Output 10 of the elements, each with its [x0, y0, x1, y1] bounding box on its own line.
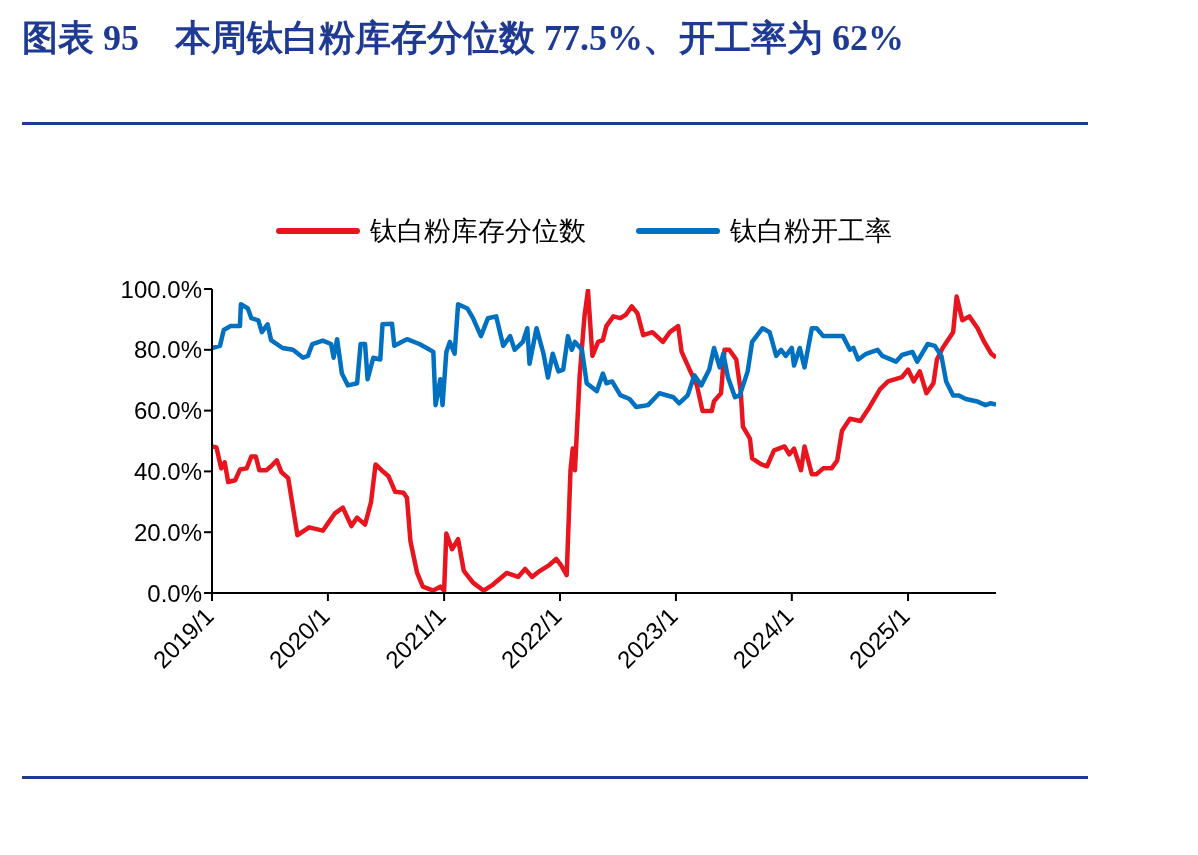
- chart-title: 图表 95 本周钛白粉库存分位数 77.5%、开工率为 62%: [22, 17, 905, 60]
- y-tick-label: 20.0%: [133, 518, 202, 546]
- y-tick-label: 80.0%: [133, 336, 202, 364]
- y-tick-label: 0.0%: [147, 579, 202, 607]
- legend-label: 钛白粉开工率: [730, 215, 892, 248]
- y-tick-label: 60.0%: [133, 397, 202, 425]
- line-series: [212, 301, 996, 410]
- y-tick-label: 100.0%: [120, 275, 202, 303]
- legend-label: 钛白粉库存分位数: [370, 215, 586, 248]
- y-tick-label: 40.0%: [133, 457, 202, 485]
